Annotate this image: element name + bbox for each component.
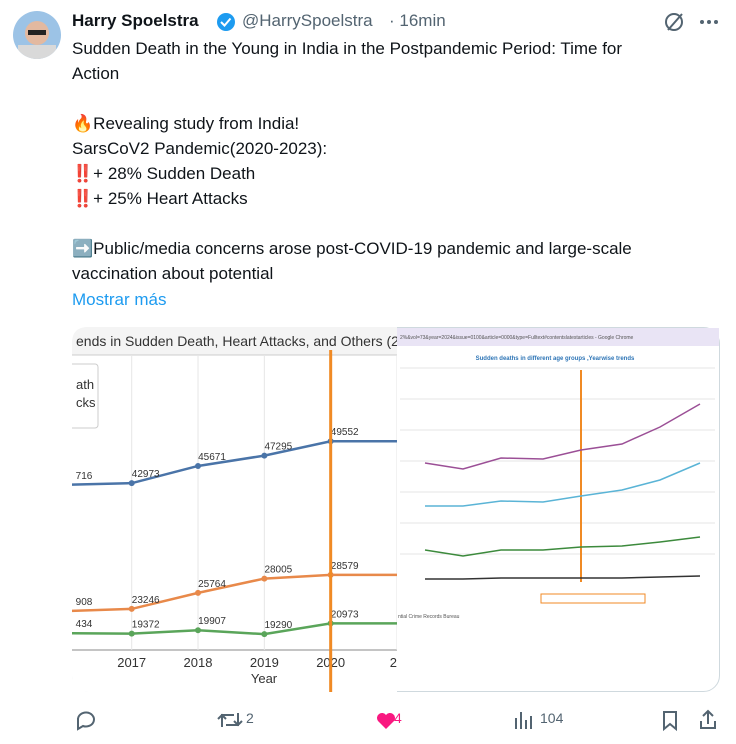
- x-tick-label: 2018: [184, 655, 213, 670]
- line: [72, 439, 397, 487]
- data-label: 23246: [132, 595, 160, 606]
- x-tick-label: 6: [62, 655, 69, 670]
- text-line: ‼️+ 28% Sudden Death: [72, 164, 256, 183]
- avatar[interactable]: [13, 11, 61, 61]
- data-label: 20973: [331, 609, 359, 620]
- point: [261, 575, 268, 582]
- point: [62, 608, 68, 614]
- right-title: Sudden deaths in different age groups ,Y…: [476, 356, 635, 362]
- data-label: 28005: [264, 565, 292, 576]
- left-chart[interactable]: ends in Sudden Death, Heart Attacks, and…: [60, 327, 404, 692]
- data-label: 19372: [132, 620, 160, 631]
- bookmark-icon[interactable]: [663, 711, 677, 732]
- point: [128, 480, 135, 487]
- like-icon[interactable]: [377, 713, 395, 729]
- point: [261, 452, 268, 459]
- point: [128, 630, 135, 637]
- x-tick-label: 2017: [117, 655, 146, 670]
- data-label: 42973: [132, 469, 160, 480]
- text-line: 🔥Revealing study from India!: [72, 114, 300, 133]
- line: [72, 622, 397, 636]
- legend-text: cks: [76, 395, 96, 410]
- data-label: 908: [76, 597, 93, 608]
- retweet-icon[interactable]: [217, 713, 243, 727]
- chart-title: ends in Sudden Death, Heart Attacks, and…: [76, 333, 399, 349]
- share-icon[interactable]: [700, 709, 716, 729]
- point: [62, 482, 68, 488]
- data-label: 28579: [331, 561, 359, 572]
- point: [195, 627, 202, 634]
- post-time[interactable]: · 16min: [389, 11, 446, 30]
- x-tick-label: 20: [390, 655, 404, 670]
- data-label: 716: [76, 471, 93, 482]
- text-line: SarsCoV2 Pandemic(2020-2023):: [72, 139, 328, 158]
- more-icon[interactable]: [700, 20, 718, 24]
- text-line: ➡️Public/media concerns arose post-COVID…: [72, 239, 632, 258]
- point: [195, 589, 202, 596]
- line: [72, 573, 397, 613]
- legend-text: ath: [76, 377, 94, 392]
- like-count[interactable]: 4: [394, 710, 402, 726]
- views-icon[interactable]: [515, 712, 532, 729]
- show-more[interactable]: Mostrar más: [72, 290, 167, 309]
- point: [62, 630, 68, 636]
- data-label: 25764: [198, 579, 226, 590]
- point: [128, 605, 135, 612]
- x-tick-label: 2019: [250, 655, 279, 670]
- data-label: 45671: [198, 452, 226, 463]
- source-text: ntial Crime Records Bureau: [398, 614, 460, 620]
- text-line: Action: [72, 64, 120, 83]
- verified-badge: [217, 13, 235, 31]
- text-line: ‼️+ 25% Heart Attacks: [72, 189, 248, 208]
- data-label: 434: [76, 619, 93, 630]
- data-label: 19290: [264, 620, 292, 631]
- text-line: vaccination about potential: [72, 264, 274, 283]
- data-label: 19907: [198, 616, 226, 627]
- right-image[interactable]: [397, 328, 719, 646]
- url-text: 2%&vol=73&year=2024&issue=0100&article=0…: [400, 335, 634, 341]
- data-label: 47295: [264, 442, 292, 453]
- text-line: Sudden Death in the Young in India in th…: [72, 39, 623, 58]
- point: [261, 631, 268, 638]
- author-handle[interactable]: @HarrySpoelstra: [242, 11, 373, 30]
- retweet-count[interactable]: 2: [246, 710, 254, 726]
- reply-icon[interactable]: [77, 711, 95, 731]
- author-name[interactable]: Harry Spoelstra: [72, 11, 199, 30]
- view-count[interactable]: 104: [540, 710, 564, 726]
- grok-icon[interactable]: [665, 13, 683, 31]
- x-axis-label: Year: [251, 671, 278, 686]
- point: [195, 462, 202, 469]
- data-label: 49552: [331, 427, 359, 438]
